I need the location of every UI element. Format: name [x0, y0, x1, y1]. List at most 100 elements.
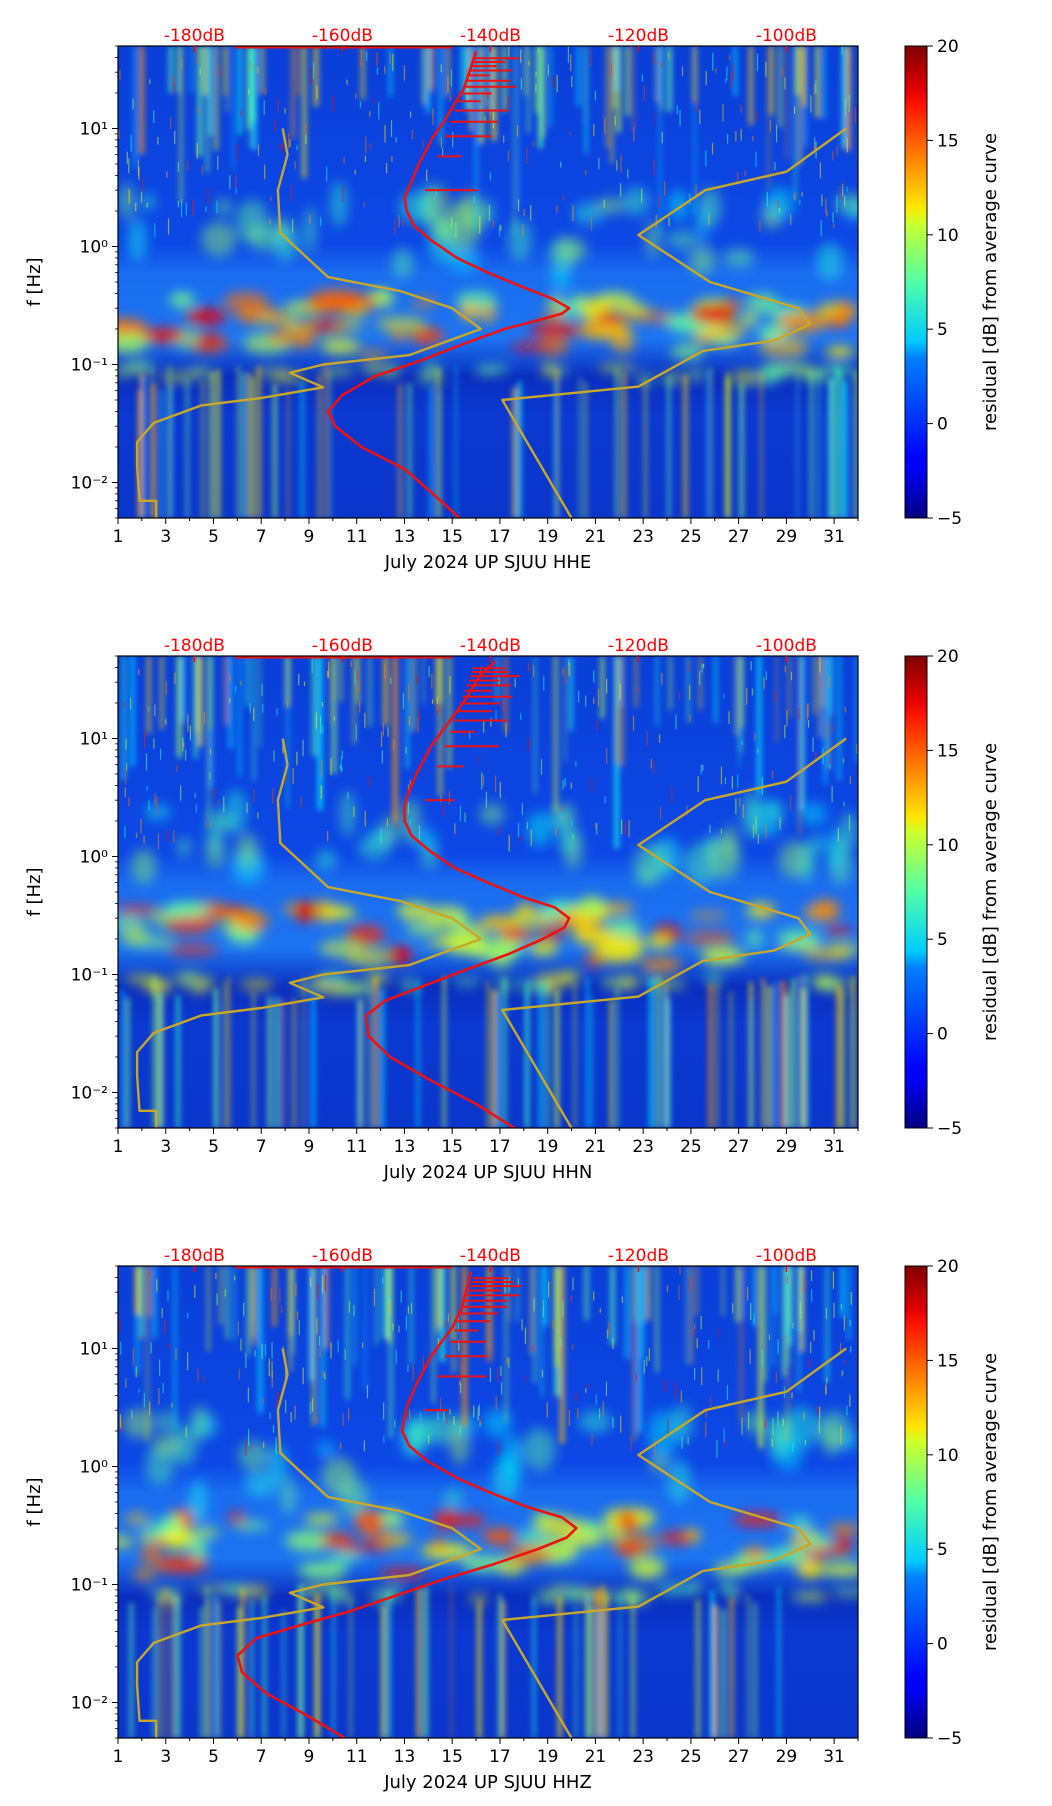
noise-streak: [282, 999, 285, 1128]
noise-streak: [474, 46, 478, 232]
noise-streak: [708, 983, 713, 1128]
noise-blob: [550, 263, 572, 291]
noise-speckle: [167, 218, 170, 235]
x-tick-label: 29: [776, 1137, 798, 1157]
noise-speckle: [154, 704, 156, 717]
noise-speckle: [138, 1388, 140, 1393]
noise-blob: [635, 868, 657, 886]
noise-streak: [662, 990, 666, 1128]
noise-speckle: [735, 131, 737, 142]
noise-blob: [555, 804, 576, 828]
noise-speckle: [454, 823, 456, 834]
noise-speckle: [707, 1340, 710, 1349]
noise-speckle: [229, 697, 231, 703]
db-tick-label: -160dB: [312, 1246, 373, 1266]
noise-speckle: [664, 181, 666, 196]
noise-speckle: [209, 772, 211, 780]
noise-speckle: [431, 699, 434, 704]
x-tick-label: 23: [632, 1747, 654, 1767]
noise-speckle: [291, 185, 293, 202]
noise-streak: [157, 987, 161, 1128]
noise-speckle: [727, 134, 729, 144]
x-tick-label: 19: [537, 527, 559, 547]
noise-speckle: [166, 171, 168, 178]
noise-speckle: [839, 1342, 842, 1351]
noise-blob: [423, 1546, 474, 1558]
noise-speckle: [650, 758, 652, 769]
noise-speckle: [784, 665, 786, 673]
noise-streak: [669, 656, 672, 711]
noise-speckle: [508, 1357, 510, 1368]
noise-blob: [707, 835, 741, 880]
noise-speckle: [517, 822, 520, 837]
noise-streak: [311, 994, 316, 1128]
noise-streak: [389, 46, 392, 97]
noise-speckle: [302, 739, 304, 757]
noise-blob: [118, 904, 159, 917]
noise-streak: [176, 1596, 180, 1738]
noise-speckle: [144, 730, 146, 749]
noise-speckle: [724, 1438, 726, 1446]
noise-streak: [569, 656, 573, 731]
noise-speckle: [687, 660, 689, 672]
noise-streak: [324, 1266, 329, 1348]
noise-speckle: [756, 53, 759, 72]
noise-speckle: [311, 656, 313, 673]
noise-speckle: [849, 1319, 851, 1327]
noise-streak: [625, 46, 630, 116]
noise-speckle: [712, 52, 714, 71]
noise-blob: [746, 293, 780, 313]
noise-speckle: [389, 53, 391, 65]
noise-speckle: [528, 738, 531, 751]
noise-blob: [769, 1547, 811, 1565]
noise-speckle: [843, 801, 845, 807]
noise-streak: [258, 656, 261, 747]
noise-blob: [140, 1543, 162, 1565]
noise-speckle: [739, 797, 741, 807]
noise-streak: [800, 656, 805, 810]
noise-speckle: [270, 196, 272, 201]
noise-streak: [272, 1266, 277, 1327]
noise-streak: [359, 999, 363, 1128]
noise-streak: [240, 1588, 245, 1738]
noise-speckle: [264, 88, 266, 95]
noise-speckle: [757, 833, 759, 844]
noise-streak: [585, 978, 590, 1128]
noise-streak: [302, 46, 307, 179]
noise-speckle: [247, 1387, 249, 1403]
noise-speckle: [520, 78, 523, 90]
x-tick-label: 3: [160, 527, 171, 547]
x-tick-label: 11: [346, 527, 368, 547]
noise-speckle: [158, 1359, 161, 1376]
noise-speckle: [658, 194, 660, 208]
noise-blob: [511, 908, 552, 928]
noise-speckle: [282, 743, 284, 754]
noise-speckle: [313, 62, 315, 79]
noise-blob: [688, 1581, 702, 1595]
noise-streak: [757, 656, 762, 796]
noise-speckle: [624, 822, 626, 835]
colorbar-tick-label: −5: [937, 1729, 962, 1749]
noise-speckle: [355, 724, 357, 740]
noise-blob: [620, 976, 636, 988]
noise-blob: [798, 802, 828, 826]
noise-streak: [213, 46, 219, 151]
noise-speckle: [276, 708, 278, 716]
noise-streak: [584, 382, 587, 518]
noise-streak: [573, 983, 576, 1128]
noise-streak: [302, 978, 305, 1128]
noise-streak: [554, 990, 559, 1128]
noise-speckle: [167, 1290, 169, 1302]
noise-blob: [133, 1567, 157, 1582]
db-tick-label: -120dB: [608, 636, 669, 656]
spectrogram-background: [118, 46, 858, 518]
noise-speckle: [272, 788, 274, 804]
y-tick-label: 10⁻¹: [71, 965, 108, 985]
noise-speckle: [439, 1397, 442, 1415]
noise-speckle: [747, 1411, 750, 1430]
noise-streak: [649, 978, 654, 1128]
noise-streak: [324, 365, 327, 518]
noise-speckle: [166, 830, 169, 842]
noise-blob: [615, 1510, 640, 1532]
noise-speckle: [804, 1440, 806, 1446]
